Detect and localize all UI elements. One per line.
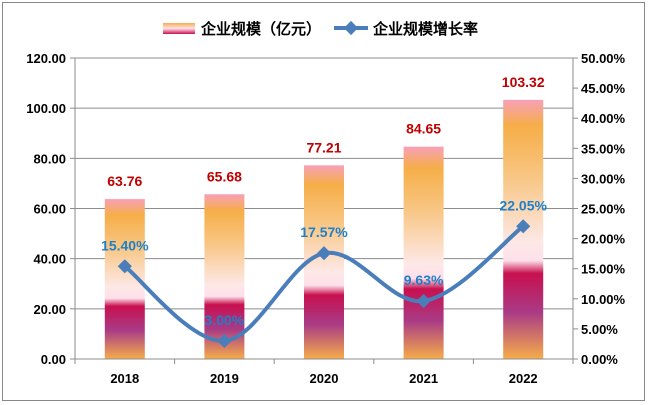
left-axis-tick-label: 60.00 <box>33 202 66 217</box>
right-axis-tick-label: 50.00% <box>581 51 626 66</box>
bar-data-label: 103.32 <box>502 74 545 90</box>
right-axis-tick-label: 5.00% <box>581 322 618 337</box>
line-data-label: 22.05% <box>499 197 547 213</box>
bar-data-label: 63.76 <box>107 173 142 189</box>
legend-bar-label: 企业规模（亿元） <box>200 20 321 38</box>
bar <box>204 194 245 359</box>
right-axis-tick-label: 15.00% <box>581 262 626 277</box>
right-axis-tick-label: 25.00% <box>581 202 626 217</box>
x-axis-tick-label: 2018 <box>110 371 139 386</box>
bar <box>403 146 444 359</box>
right-axis-tick-label: 30.00% <box>581 171 626 186</box>
left-axis-tick-label: 120.00 <box>26 51 66 66</box>
legend-bar-swatch <box>163 23 195 34</box>
x-axis-tick-label: 2019 <box>210 371 239 386</box>
left-axis-tick-label: 0.00 <box>41 352 66 367</box>
bar-data-label: 65.68 <box>207 168 242 184</box>
chart-frame <box>2 2 645 401</box>
right-axis-tick-label: 20.00% <box>581 232 626 247</box>
x-axis-tick-label: 2021 <box>409 371 438 386</box>
right-axis-tick-label: 45.00% <box>581 81 626 96</box>
x-axis-tick-label: 2022 <box>509 371 538 386</box>
left-axis-tick-label: 40.00 <box>33 252 66 267</box>
x-axis-tick-label: 2020 <box>310 371 339 386</box>
legend-diamond-icon <box>343 20 359 36</box>
bar <box>304 165 344 359</box>
line-data-label: 9.63% <box>404 272 444 288</box>
line-marker <box>217 333 232 349</box>
line-marker <box>117 259 132 274</box>
left-axis-tick-label: 100.00 <box>26 101 66 116</box>
left-axis-tick-label: 20.00 <box>33 302 66 317</box>
right-axis-tick-label: 35.00% <box>581 141 626 156</box>
line-data-label: 17.57% <box>300 224 348 240</box>
line-marker <box>416 293 431 309</box>
legend-line-label: 企业规模增长率 <box>372 20 478 38</box>
right-axis-tick-label: 0.00% <box>581 352 618 367</box>
bar-data-label: 84.65 <box>406 121 441 137</box>
legend: 企业规模（亿元） 企业规模增长率 <box>163 20 478 38</box>
right-axis-tick-label: 10.00% <box>581 292 626 307</box>
bar-data-label: 77.21 <box>306 139 341 155</box>
line-data-label: 15.40% <box>101 237 149 253</box>
line-marker <box>516 219 531 234</box>
line-marker <box>316 246 332 261</box>
left-axis-tick-label: 80.00 <box>33 151 66 166</box>
line-data-label: 3.00% <box>205 312 245 328</box>
right-axis-tick-label: 40.00% <box>581 111 626 126</box>
